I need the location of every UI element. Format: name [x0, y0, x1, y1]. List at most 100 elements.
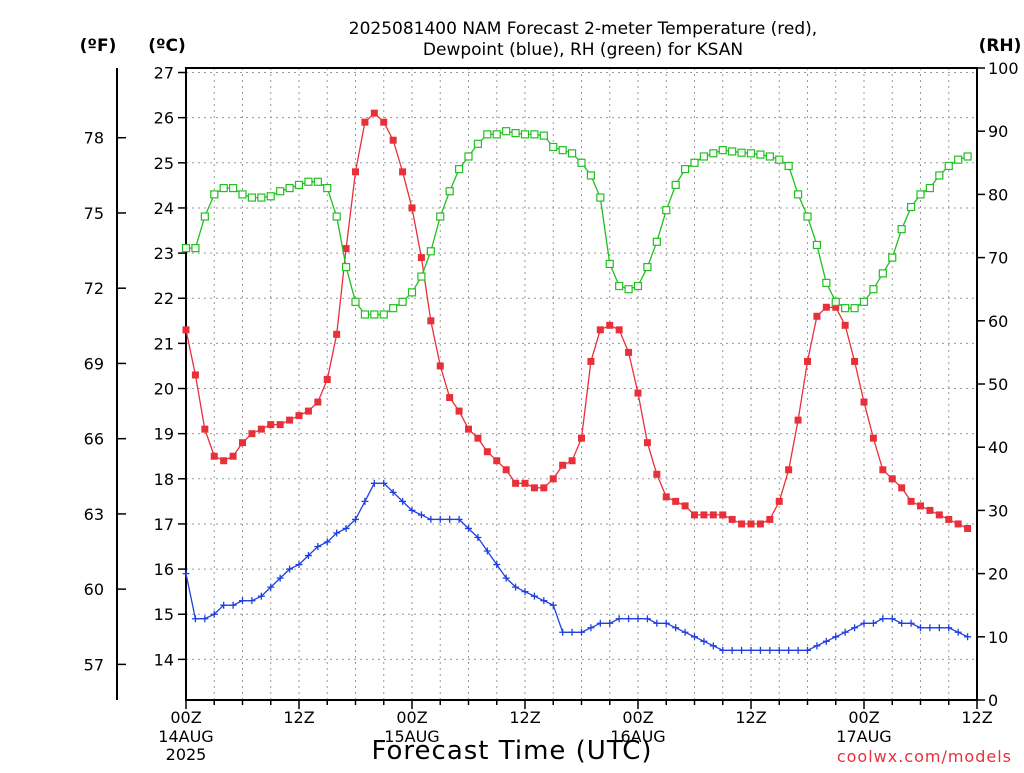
rh-point: [963, 152, 972, 161]
celsius-tick-label: 26: [154, 109, 174, 128]
dewpoint-point: [879, 615, 887, 623]
x-tick-date-label: 16AUG: [610, 727, 665, 746]
rh-point: [775, 155, 784, 164]
rh-point: [728, 147, 737, 156]
rh-point: [633, 281, 643, 291]
rh-point: [643, 262, 652, 272]
x-tick-date-label: 2025: [166, 745, 207, 764]
dewpoint-point: [446, 515, 454, 523]
dewpoint-point: [530, 592, 538, 600]
fahrenheit-tick-label: 60: [84, 580, 104, 599]
rh-point: [624, 285, 633, 294]
temperature-point: [267, 421, 275, 429]
dewpoint-point: [596, 619, 604, 627]
x-tick-label: 00Z: [170, 708, 201, 727]
temperature-point: [587, 357, 595, 365]
dewpoint-point: [540, 597, 548, 605]
rh-point: [285, 183, 294, 193]
celsius-tick-label: 24: [154, 199, 174, 218]
rh-tick-label: 80: [988, 185, 1008, 204]
rh-point: [351, 297, 360, 306]
rh-point: [906, 202, 916, 212]
rh-point: [793, 190, 803, 199]
temperature-point: [681, 502, 689, 510]
dewpoint-point: [276, 574, 284, 582]
temperature-point: [417, 254, 425, 262]
dewpoint-point: [286, 565, 294, 573]
celsius-tick-label: 17: [154, 515, 174, 534]
fahrenheit-tick-label: 63: [84, 505, 104, 524]
rh-point: [756, 150, 765, 159]
temperature-point: [286, 416, 294, 424]
temperature-red-series-line: [185, 112, 968, 530]
rh-point: [549, 142, 558, 152]
celsius-tick-label: 14: [154, 650, 174, 669]
rh-point: [511, 128, 520, 138]
dewpoint-point: [907, 619, 915, 627]
x-tick-date-label: 17AUG: [836, 727, 891, 746]
rh-green-markers: [181, 127, 972, 319]
dewpoint-point: [728, 646, 736, 654]
rh-point: [859, 297, 869, 306]
rh-point: [210, 190, 219, 199]
temperature-point: [201, 425, 209, 433]
rh-point: [916, 190, 925, 199]
temperature-point: [728, 515, 736, 523]
temperature-point: [191, 371, 199, 379]
dewpoint-point: [210, 610, 218, 618]
rh-point: [247, 193, 257, 202]
dewpoint-point: [804, 646, 811, 654]
dewpoint-point: [681, 628, 689, 636]
celsius-tick-label: 25: [154, 154, 174, 173]
rh-point: [803, 212, 812, 221]
rh-tick-label: 90: [988, 122, 1008, 141]
dewpoint-point: [361, 497, 369, 505]
dewpoint-point: [512, 583, 520, 591]
temperature-point: [559, 461, 567, 469]
rh-point: [709, 149, 718, 158]
dewpoint-point: [399, 497, 407, 505]
rh-point: [266, 192, 275, 201]
fahrenheit-tick-label: 72: [84, 279, 104, 298]
fahrenheit-unit-label: (ºF): [80, 36, 117, 56]
temperature-point: [851, 357, 859, 365]
temperature-point: [700, 511, 708, 519]
rh-tick-label: 10: [988, 628, 1008, 647]
dewpoint-point: [201, 615, 209, 623]
rh-point: [850, 304, 859, 313]
rh-point: [822, 278, 831, 287]
rh-point: [558, 146, 567, 155]
dewpoint-blue-markers: [182, 479, 972, 654]
temperature-point: [540, 484, 548, 492]
dewpoint-point: [860, 619, 868, 627]
axes: 14 15 16 17 18 19 20 21 22 23 24 25 26 27 57 60 63 66 69 72…: [84, 59, 1019, 764]
fahrenheit-tick-label: 69: [84, 354, 104, 373]
fahrenheit-tick-label: 66: [84, 430, 104, 449]
rh-point: [473, 139, 483, 148]
dewpoint-point: [756, 646, 764, 654]
rh-point: [841, 304, 850, 313]
temperature-point: [323, 375, 331, 383]
celsius-tick-label: 16: [154, 560, 174, 579]
rh-point: [652, 237, 661, 246]
dewpoint-point: [436, 515, 444, 523]
temperature-point: [879, 466, 887, 474]
celsius-tick-label: 23: [154, 244, 174, 263]
x-tick-date-label: 15AUG: [384, 727, 439, 746]
temperature-point: [615, 326, 623, 334]
dewpoint-point: [634, 615, 642, 623]
temperature-point: [794, 416, 802, 424]
dewpoint-point: [455, 515, 463, 523]
dewpoint-point: [615, 615, 623, 623]
dewpoint-point: [380, 479, 388, 487]
temperature-point: [210, 452, 218, 460]
temperature-point: [370, 109, 378, 117]
rh-point: [294, 180, 304, 190]
dewpoint-point: [794, 646, 802, 654]
rh-tick-label: 50: [988, 375, 1008, 394]
temperature-point: [578, 434, 585, 442]
rh-point: [586, 171, 596, 180]
temperature-point: [945, 515, 953, 523]
temperature-point: [549, 475, 557, 483]
rh-point: [662, 206, 671, 215]
